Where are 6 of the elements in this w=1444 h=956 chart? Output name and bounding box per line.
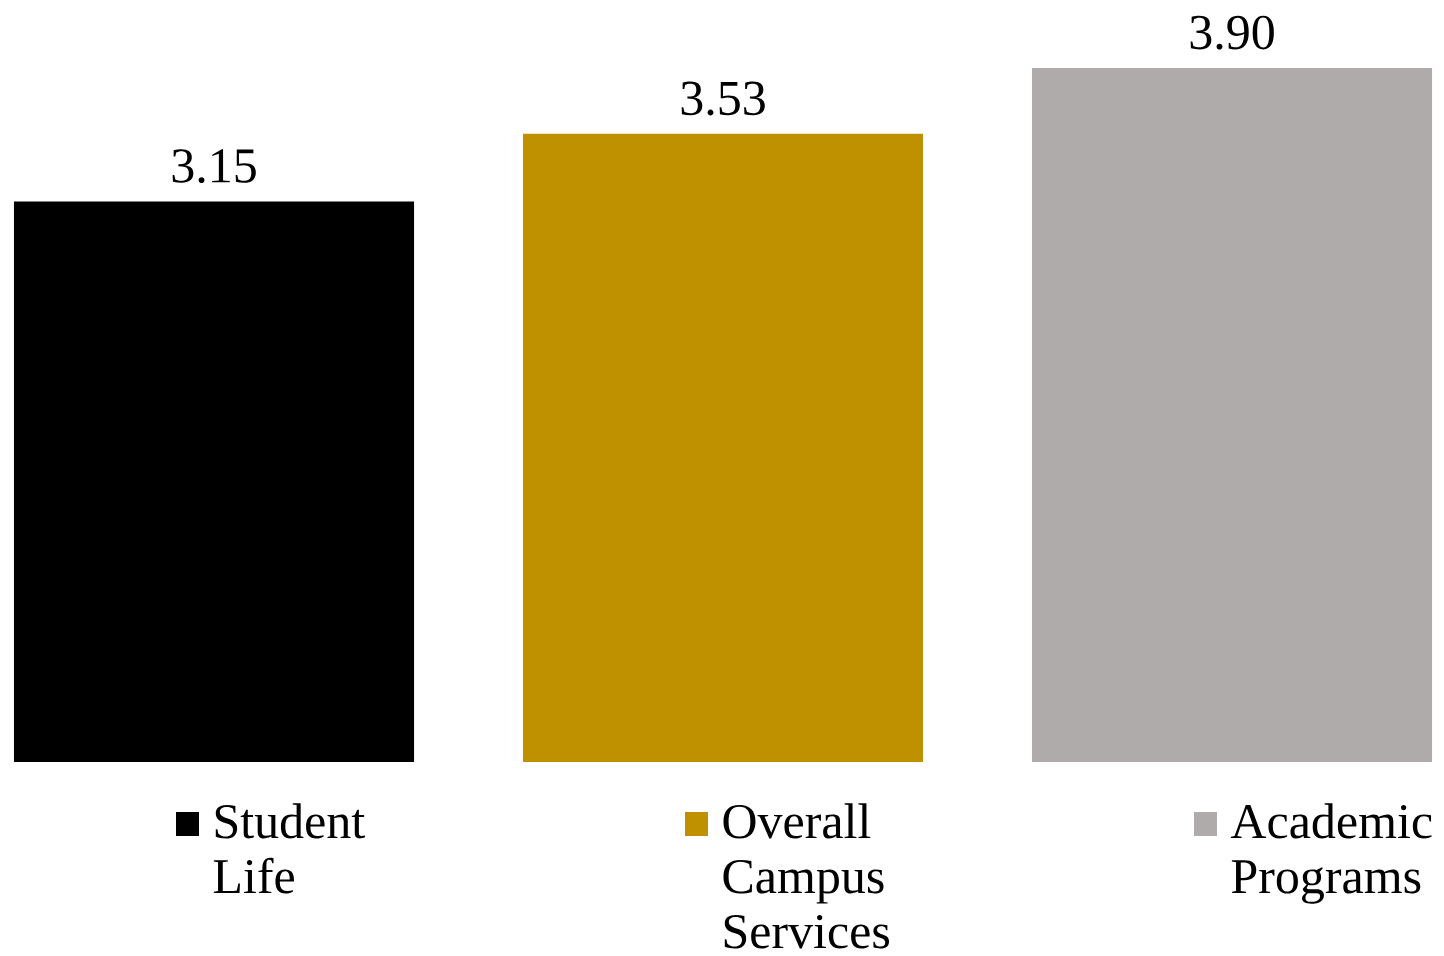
data-label: 3.53 (681, 81, 765, 116)
data-label: 3.15 (172, 149, 256, 184)
x-tick-label: Academic Programs (1230, 803, 1432, 904)
x-tick-label: Student Life (213, 803, 365, 894)
x-tick-label: Overall Campus Services (723, 803, 890, 949)
data-label: 3.90 (1190, 15, 1274, 50)
